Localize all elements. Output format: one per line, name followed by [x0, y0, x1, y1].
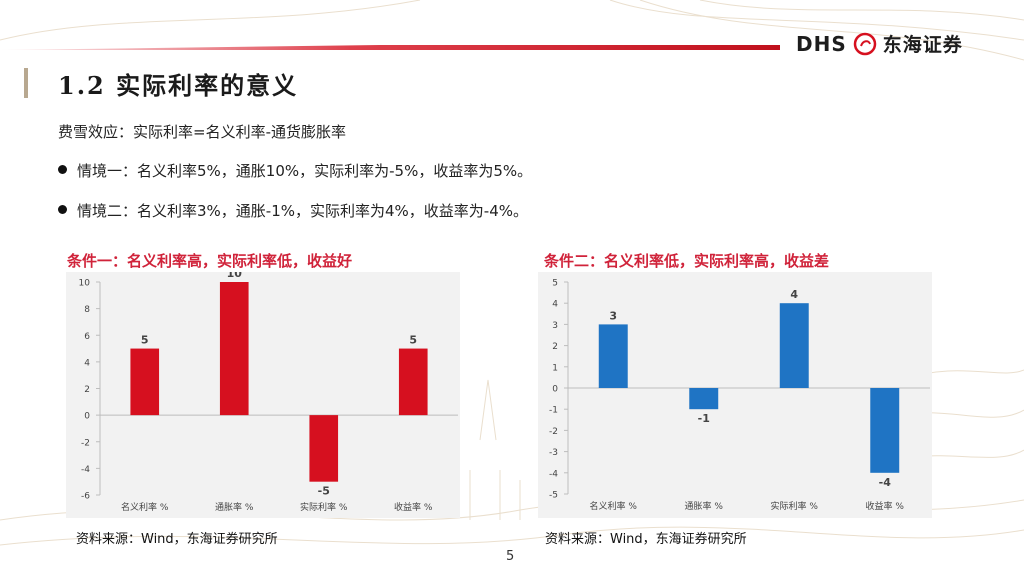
y-tick-label: 4	[552, 300, 558, 310]
company-logo: DHS 东海证券	[796, 30, 963, 57]
y-tick-label: -2	[549, 427, 558, 437]
chart-2-source: 资料来源：Wind，东海证券研究所	[545, 532, 747, 547]
data-label: 4	[790, 288, 798, 301]
chart-2-title: 条件二：名义利率低，实际利率高，收益差	[544, 252, 830, 270]
y-tick-label: 5	[552, 279, 558, 289]
y-tick-label: 1	[552, 363, 558, 373]
data-label: 5	[141, 334, 149, 347]
bar	[598, 324, 628, 388]
y-tick-label: 8	[84, 305, 90, 315]
y-tick-label: -5	[549, 491, 558, 501]
x-tick-label: 通胀率 %	[685, 500, 724, 512]
bullet-text: 情境二：名义利率3%，通胀-1%，实际利率为4%，收益率为-4%。	[77, 202, 529, 220]
fisher-effect-text: 费雪效应：实际利率=名义利率-通货膨胀率	[58, 123, 346, 141]
y-tick-label: 0	[552, 385, 558, 395]
data-label: 5	[409, 334, 417, 347]
y-tick-label: -3	[549, 448, 558, 458]
bullet-dot-icon	[58, 165, 67, 174]
y-tick-label: 2	[552, 342, 558, 352]
bar	[779, 303, 809, 388]
y-tick-label: -1	[549, 406, 558, 416]
x-tick-label: 实际利率 %	[300, 501, 348, 513]
title-marker	[24, 68, 28, 98]
y-tick-label: -4	[81, 465, 90, 475]
x-tick-label: 名义利率 %	[121, 501, 169, 513]
logo-text-en: DHS	[796, 31, 847, 56]
page-number: 5	[506, 549, 515, 564]
bar	[689, 388, 719, 410]
data-label: -5	[318, 485, 330, 498]
x-tick-label: 收益率 %	[866, 500, 905, 512]
y-tick-label: -2	[81, 438, 90, 448]
data-label: -4	[879, 476, 892, 489]
chart-2: 5 4 3 2 1 0 -1 -2 -3 -4 -5 3 名义利率 % -1 通胀率 % 4 实际利率 % -4 收…	[549, 279, 930, 512]
x-tick-label: 通胀率 %	[215, 501, 254, 513]
header-accent-bar	[0, 45, 780, 50]
bar	[309, 415, 339, 482]
dragon-emblem-icon	[853, 32, 876, 55]
x-tick-label: 收益率 %	[394, 501, 433, 513]
chart-2-panel: 5 4 3 2 1 0 -1 -2 -3 -4 -5 3 名义利率 % -1 通胀率 % 4 实际利率 % -4 收…	[538, 272, 932, 518]
bullet-item: 情境一：名义利率5%，通胀10%，实际利率为-5%，收益率为5%。	[58, 160, 532, 181]
page-title: 1.2 实际利率的意义	[58, 71, 299, 100]
chart-1-title: 条件一：名义利率高，实际利率低，收益好	[67, 252, 353, 270]
y-tick-label: -4	[549, 469, 558, 479]
data-label: 3	[609, 309, 617, 322]
bar	[398, 348, 428, 416]
y-tick-label: -6	[81, 492, 90, 502]
bar	[219, 282, 249, 416]
x-tick-label: 名义利率 %	[590, 500, 638, 512]
logo-text-cn: 东海证券	[882, 34, 963, 56]
bullet-item: 情境二：名义利率3%，通胀-1%，实际利率为4%，收益率为-4%。	[58, 200, 528, 221]
bar	[870, 388, 900, 473]
chart-1-panel: 10 8 6 4 2 0 -2 -4 -6 5 名义利率 % 10 通胀率 % -5 实际利率 % 5 收益率 …	[66, 267, 460, 518]
x-tick-label: 实际利率 %	[771, 500, 819, 512]
y-tick-label: 10	[79, 279, 91, 289]
data-label: 10	[227, 272, 243, 280]
data-label: -1	[698, 412, 710, 425]
y-tick-label: 0	[84, 412, 90, 422]
chart-1-source: 资料来源：Wind，东海证券研究所	[76, 532, 278, 547]
y-tick-label: 6	[84, 332, 90, 342]
bullet-text: 情境一：名义利率5%，通胀10%，实际利率为-5%，收益率为5%。	[77, 162, 533, 180]
bar	[130, 348, 160, 416]
chart-1: 10 8 6 4 2 0 -2 -4 -6 5 名义利率 % 10 通胀率 % -5 实际利率 % 5 收益率 …	[79, 267, 458, 513]
bullet-dot-icon	[58, 205, 67, 214]
y-tick-label: 3	[552, 321, 558, 331]
y-tick-label: 4	[84, 358, 90, 368]
y-tick-label: 2	[84, 385, 90, 395]
